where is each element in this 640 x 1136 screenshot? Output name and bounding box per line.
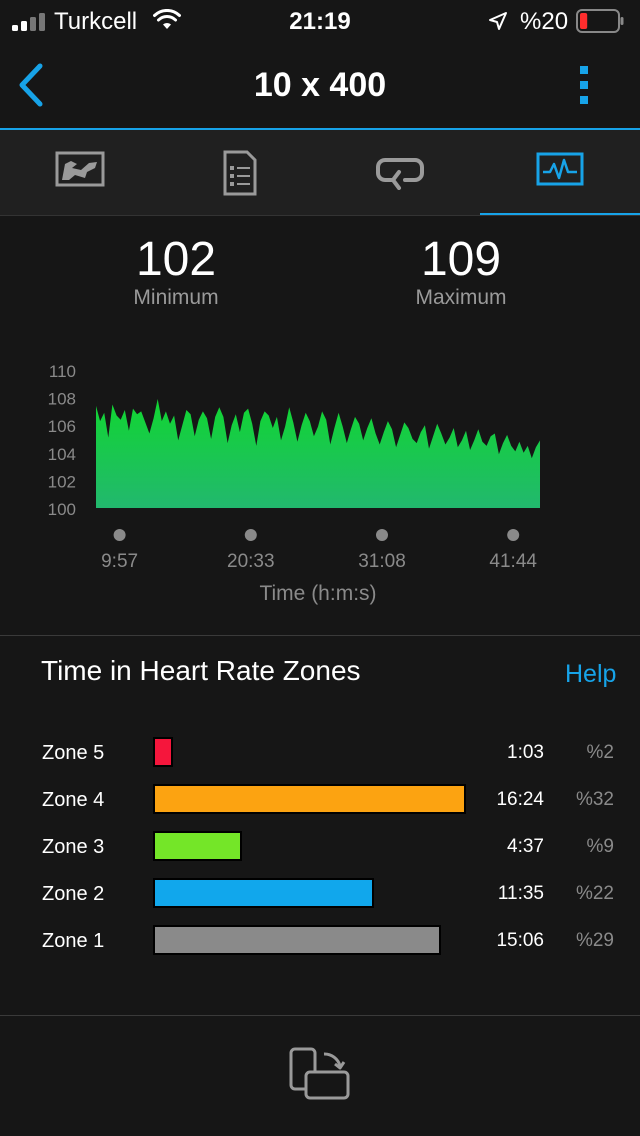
x-tick-label: 31:08 [358,551,406,572]
activity-tabs [0,130,640,216]
carrier-name: Turkcell [54,8,138,35]
tab-heart-rate[interactable] [480,130,640,216]
wifi-icon [153,9,181,29]
zone-row: Zone 4 16:24 %32 [0,781,640,821]
y-tick-label: 106 [48,417,76,436]
zone-row: Zone 3 4:37 %9 [0,828,640,868]
x-tick-marker [113,529,126,541]
tab-laps[interactable] [320,130,480,216]
heart-rate-area [96,399,540,508]
battery-percentage: %20 [520,8,569,35]
map-icon [55,151,105,187]
zone-percentage: %9 [586,836,614,857]
back-arrow-icon[interactable] [14,60,48,110]
y-tick-label: 104 [48,445,76,464]
y-tick-label: 100 [48,500,76,519]
heart-rate-chart-icon [536,152,584,186]
zone-percentage: %2 [586,742,614,763]
maximum-label: Maximum [415,286,507,309]
zone-bar [153,925,441,955]
status-bar: Turkcell 21:19 %20 [0,0,640,42]
zone-name: Zone 3 [42,836,105,858]
tab-map[interactable] [0,130,160,216]
x-tick-label: 20:33 [227,551,275,572]
bottom-divider [0,1015,640,1016]
zone-percentage: %29 [575,930,614,951]
zone-bar [153,784,466,814]
x-tick-marker [507,529,520,541]
more-options-icon[interactable] [574,60,594,110]
laps-icon [376,158,424,190]
zones-title: Time in Heart Rate Zones [41,655,361,686]
battery-icon [576,9,624,33]
zone-bar [153,831,242,861]
zone-name: Zone 1 [42,930,105,952]
help-link[interactable]: Help [565,660,617,688]
minimum-label: Minimum [133,286,219,309]
cellular-signal-icon [12,13,45,31]
zone-name: Zone 4 [42,789,105,811]
zone-time: 1:03 [507,742,544,763]
zone-percentage: %22 [575,883,614,904]
y-tick-label: 108 [48,390,76,409]
zone-percentage: %32 [575,789,614,810]
tab-details[interactable] [160,130,320,216]
x-tick-label: 41:44 [489,551,537,572]
heart-rate-chart: 110 108 106 104 102 100 9:57 20:33 31:08 41:44 T… [48,362,540,605]
zone-time: 11:35 [497,883,544,904]
x-tick-marker [244,529,257,541]
zone-time: 15:06 [496,930,544,951]
clock: 21:19 [289,8,351,35]
y-tick-label: 102 [48,472,76,491]
maximum-stat: 109 Maximum [361,234,561,310]
navigation-bar: 10 x 400 [0,42,640,128]
details-icon [223,150,257,196]
location-arrow-icon [489,12,507,30]
minimum-value: 102 [135,233,217,286]
x-tick-label: 9:57 [101,551,138,572]
x-tick-marker [376,529,388,541]
zone-row: Zone 1 15:06 %29 [0,922,640,962]
minimum-stat: 102 Minimum [76,234,276,310]
zone-name: Zone 2 [42,883,105,905]
rotate-device-icon[interactable] [286,1046,354,1106]
zone-time: 16:24 [496,789,544,810]
active-tab-indicator [480,213,640,216]
tabs-divider [0,215,640,216]
y-tick-label: 110 [49,362,76,381]
zone-name: Zone 5 [42,742,105,764]
zone-bar [153,878,374,908]
section-divider [0,635,640,636]
zone-row: Zone 2 11:35 %22 [0,875,640,915]
zone-time: 4:37 [507,836,544,857]
maximum-value: 109 [420,233,502,286]
activity-title: 10 x 400 [253,66,387,104]
x-axis-label: Time (h:m:s) [259,582,376,605]
nav-divider [0,128,640,130]
zone-row: Zone 5 1:03 %2 [0,734,640,774]
zone-bar [153,737,173,767]
